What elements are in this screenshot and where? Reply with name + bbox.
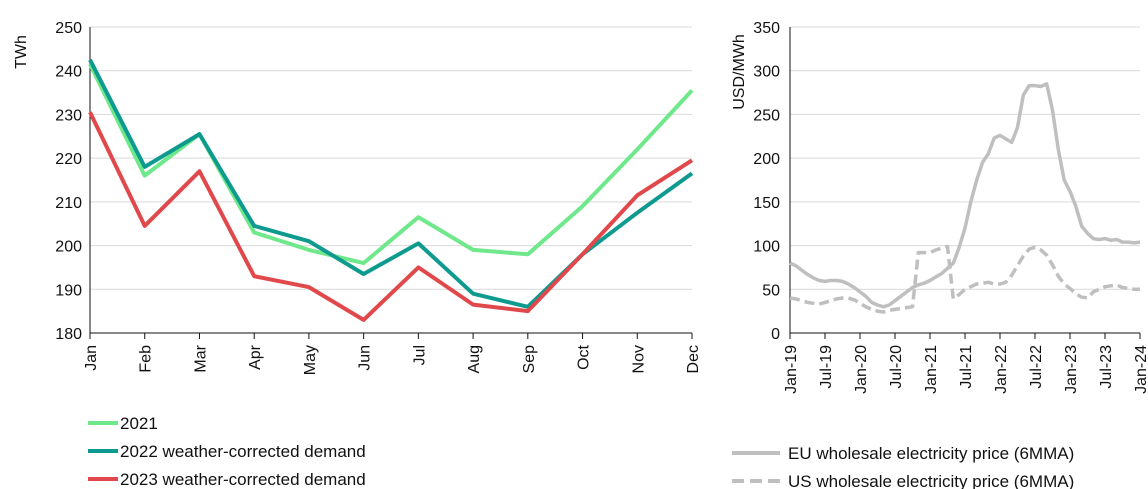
legend-label-2023: 2023 weather-corrected demand xyxy=(120,470,366,489)
legend-label-us: US wholesale electricity price (6MMA) xyxy=(788,472,1074,489)
x-tick-label: Oct xyxy=(576,344,593,369)
legend-label-2021: 2021 xyxy=(120,414,158,433)
x-tick-label: Jul xyxy=(411,345,428,365)
x-tick-label: Jul-19 xyxy=(818,345,835,389)
legend-label-2022: 2022 weather-corrected demand xyxy=(120,442,366,461)
y-tick-label: 240 xyxy=(55,64,82,81)
x-tick-label: May xyxy=(302,345,319,375)
x-tick-label: Dec xyxy=(685,345,702,373)
series-line-0 xyxy=(790,84,1140,307)
series-line-1 xyxy=(90,60,692,307)
legend-label-eu: EU wholesale electricity price (6MMA) xyxy=(788,444,1074,463)
y-tick-label: 180 xyxy=(55,326,82,343)
left-legend: 2021 2022 weather-corrected demand 2023 … xyxy=(88,414,366,489)
x-tick-label: Feb xyxy=(138,345,155,373)
x-tick-label: Jan-22 xyxy=(993,345,1010,394)
x-tick-label: Jan-19 xyxy=(783,345,800,394)
x-tick-label: Nov xyxy=(630,345,647,373)
x-tick-label: Jan-24 xyxy=(1133,345,1148,394)
x-tick-label: Sep xyxy=(521,345,538,374)
y-tick-label: 300 xyxy=(753,64,780,81)
x-tick-label: Jan xyxy=(83,345,100,371)
x-tick-label: Apr xyxy=(247,344,264,370)
x-tick-label: Jun xyxy=(357,345,374,371)
y-tick-label: 200 xyxy=(55,239,82,256)
x-tick-label: Jul-21 xyxy=(958,345,975,389)
x-tick-label: Jul-22 xyxy=(1028,345,1045,389)
x-tick-label: Jul-20 xyxy=(888,345,905,389)
y-tick-label: 250 xyxy=(753,107,780,124)
x-tick-label: Jan-23 xyxy=(1063,345,1080,394)
y-tick-label: 350 xyxy=(753,20,780,37)
right-chart: 0 50 100 150 200 250 300 350 Jan-19 Jul-19 Jan-20 J… xyxy=(731,20,1148,394)
y-tick-label: 190 xyxy=(55,282,82,299)
y-tick-label: 0 xyxy=(771,326,780,343)
x-tick-label: Jan-20 xyxy=(853,345,870,394)
y-axis-title: USD/MWh xyxy=(731,34,748,110)
x-tick-label: Aug xyxy=(466,345,483,373)
y-tick-label: 200 xyxy=(753,151,780,168)
y-tick-label: 50 xyxy=(762,282,780,299)
y-tick-label: 150 xyxy=(753,195,780,212)
series-line-1 xyxy=(790,246,1140,312)
y-tick-label: 220 xyxy=(55,151,82,168)
x-tick-label: Jan-21 xyxy=(923,345,940,394)
x-tick-label: Mar xyxy=(192,344,209,372)
x-tick-label: Jul-23 xyxy=(1098,345,1115,389)
y-tick-label: 210 xyxy=(55,195,82,212)
y-tick-label: 250 xyxy=(55,20,82,37)
y-tick-label: 100 xyxy=(753,239,780,256)
y-axis-title: TWh xyxy=(13,35,30,69)
y-tick-label: 230 xyxy=(55,107,82,124)
left-chart: 180 190 200 210 220 230 240 250 Jan Feb Mar Apr May J… xyxy=(13,20,702,375)
right-legend: EU wholesale electricity price (6MMA) US… xyxy=(732,444,1074,489)
